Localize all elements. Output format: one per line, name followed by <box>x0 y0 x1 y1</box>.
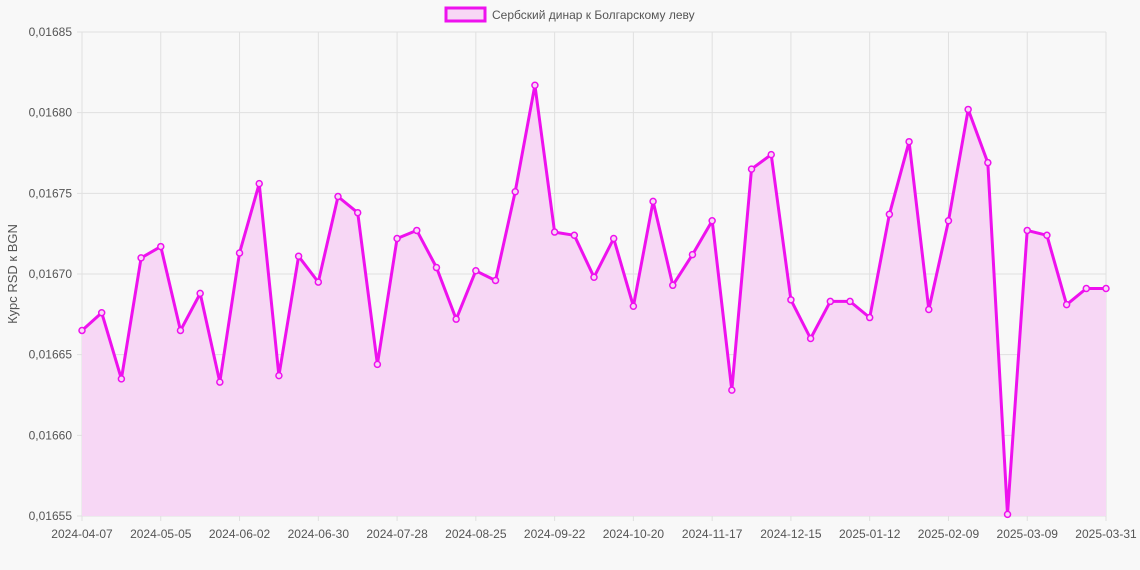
data-point <box>1023 226 1031 235</box>
data-point <box>452 315 460 323</box>
y-tick-label: 0,01680 <box>29 106 73 120</box>
data-point <box>393 234 401 243</box>
data-point <box>294 252 303 261</box>
y-tick-label: 0,01670 <box>29 267 73 281</box>
data-point <box>590 273 598 281</box>
y-tick-label: 0,01685 <box>29 25 73 39</box>
x-tick-label: 2024-07-28 <box>366 527 428 541</box>
data-point <box>334 192 342 201</box>
data-point <box>688 250 697 259</box>
data-point <box>609 234 618 243</box>
data-point <box>314 278 323 286</box>
x-tick-label: 2024-10-20 <box>603 527 665 541</box>
data-point <box>905 137 913 146</box>
x-tick-label: 2024-08-25 <box>445 527 507 541</box>
data-point <box>255 179 263 188</box>
data-point <box>117 375 126 383</box>
data-point <box>1062 300 1071 309</box>
data-point <box>157 242 165 251</box>
x-tick-label: 2025-01-12 <box>839 527 901 541</box>
series-area <box>82 85 1106 516</box>
y-axis-label: Курс RSD к BGN <box>5 224 20 324</box>
y-axis: 0,01655 0,01660 0,01665 0,01670 0,01675 0,016… <box>29 25 73 523</box>
data-point <box>196 289 204 298</box>
data-point <box>964 105 972 114</box>
data-point <box>1082 284 1091 293</box>
data-point <box>826 297 835 306</box>
x-tick-label: 2024-04-07 <box>51 527 113 541</box>
data-point <box>984 158 992 167</box>
x-tick-label: 2024-12-15 <box>760 527 822 541</box>
data-point <box>1003 510 1012 519</box>
data-point <box>432 263 441 272</box>
data-point <box>728 386 736 394</box>
data-point <box>531 81 539 89</box>
data-point <box>550 228 559 236</box>
x-tick-label: 2024-06-30 <box>288 527 350 541</box>
x-tick-label: 2025-03-09 <box>997 527 1059 541</box>
y-tick-label: 0,01655 <box>29 509 73 523</box>
data-point <box>944 217 953 225</box>
y-tick-label: 0,01660 <box>29 428 73 442</box>
data-point <box>413 226 421 235</box>
x-tick-label: 2025-03-31 <box>1075 527 1137 541</box>
data-point <box>865 313 874 322</box>
data-point <box>747 165 756 173</box>
data-point <box>216 378 224 386</box>
x-tick-label: 2024-06-02 <box>209 527 271 541</box>
x-tick-label: 2024-11-17 <box>682 527 743 541</box>
data-point <box>1102 284 1110 293</box>
y-tick-label: 0,01665 <box>29 348 73 362</box>
x-tick-label: 2024-09-22 <box>524 527 586 541</box>
data-point <box>235 249 244 257</box>
legend-label: Сербский динар к Болгарскому леву <box>492 8 695 22</box>
data-point <box>491 276 500 285</box>
data-point <box>846 297 854 306</box>
data-point <box>275 371 283 380</box>
legend-swatch <box>444 6 487 23</box>
x-tick-label: 2024-05-05 <box>130 527 192 541</box>
data-point <box>708 217 716 225</box>
series-points <box>78 81 1110 519</box>
data-point <box>97 308 106 317</box>
data-point <box>472 267 480 275</box>
x-axis: 2024-04-07 2024-05-05 2024-06-02 2024-06-30… <box>51 527 1137 541</box>
data-point <box>787 296 795 304</box>
data-point <box>570 231 579 240</box>
data-point <box>925 305 933 314</box>
data-point <box>1043 231 1051 240</box>
data-point <box>669 281 677 290</box>
data-point <box>511 187 519 196</box>
data-point <box>629 302 638 311</box>
data-point <box>78 326 86 335</box>
y-tick-label: 0,01675 <box>29 186 73 200</box>
data-point <box>373 360 382 369</box>
data-point <box>176 326 185 335</box>
data-point <box>353 208 362 217</box>
data-point <box>649 197 657 206</box>
data-point <box>137 254 145 262</box>
data-point <box>767 150 775 159</box>
data-point <box>806 334 815 343</box>
legend[interactable]: Сербский динар к Болгарскому леву <box>444 6 695 23</box>
data-point <box>885 210 894 219</box>
x-tick-label: 2025-02-09 <box>918 527 980 541</box>
